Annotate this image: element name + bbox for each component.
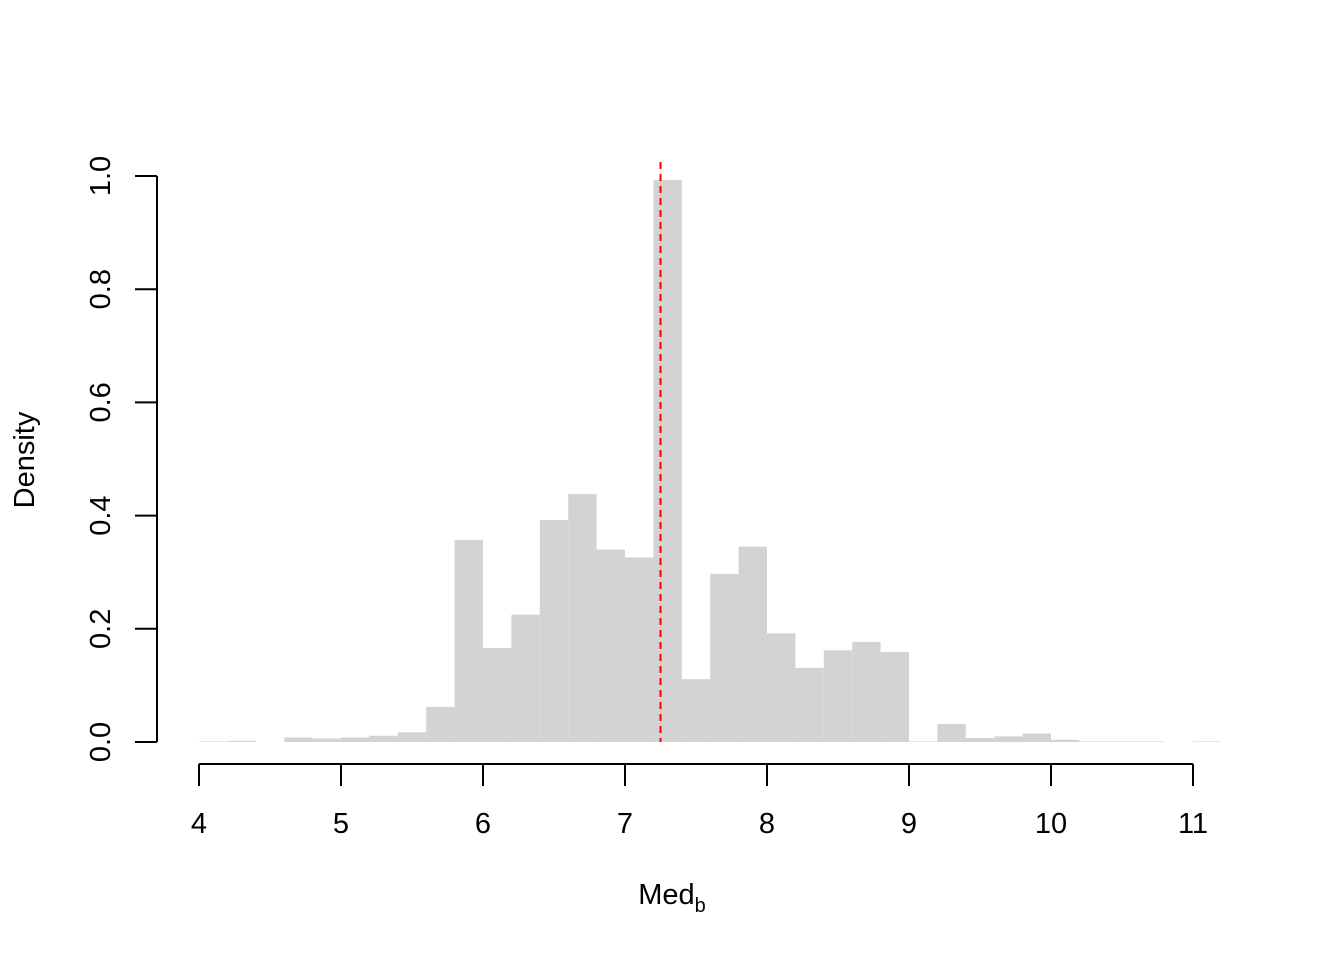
histogram-bar bbox=[994, 736, 1023, 742]
histogram-bar bbox=[625, 557, 654, 742]
histogram-bar bbox=[227, 740, 256, 742]
histogram-bar bbox=[1193, 741, 1222, 742]
y-tick-label: 0.0 bbox=[85, 722, 117, 762]
histogram-bars bbox=[199, 179, 1222, 742]
histogram-bar bbox=[454, 539, 483, 742]
y-tick-label: 0.4 bbox=[85, 495, 117, 535]
histogram-bar bbox=[312, 738, 341, 742]
y-tick-label: 0.2 bbox=[85, 609, 117, 649]
x-tick-label: 9 bbox=[901, 808, 917, 840]
histogram-bar bbox=[511, 614, 540, 742]
y-tick-label: 1.0 bbox=[85, 156, 117, 196]
histogram-bar bbox=[965, 738, 995, 742]
histogram-bar bbox=[880, 652, 909, 742]
histogram-bar bbox=[1107, 741, 1137, 742]
x-axis-title-main: Med bbox=[638, 879, 694, 911]
histogram-bar bbox=[710, 573, 739, 742]
histogram-bar bbox=[483, 648, 512, 742]
y-tick-label: 0.6 bbox=[85, 382, 117, 422]
histogram-bar bbox=[596, 549, 625, 742]
histogram-bar bbox=[738, 546, 767, 742]
histogram-bar bbox=[369, 735, 398, 742]
histogram-bar bbox=[1051, 739, 1080, 742]
histogram-bar bbox=[1022, 733, 1051, 742]
y-axis: 0.0 0.2 0.4 0.6 0.8 1.0 bbox=[85, 156, 158, 762]
histogram-bar bbox=[681, 679, 711, 742]
histogram-bar bbox=[909, 741, 938, 742]
histogram-bar bbox=[1079, 741, 1108, 742]
histogram-bar bbox=[1136, 741, 1165, 742]
x-tick-label: 6 bbox=[475, 808, 491, 840]
histogram-bar bbox=[767, 633, 796, 742]
histogram-bar bbox=[199, 741, 228, 742]
histogram-bar bbox=[653, 179, 682, 742]
x-tick-label: 7 bbox=[617, 808, 633, 840]
histogram-bar bbox=[341, 737, 370, 742]
histogram-bar bbox=[852, 641, 881, 742]
x-axis-title: Medb bbox=[638, 879, 706, 917]
histogram-bar bbox=[397, 732, 427, 742]
histogram-bar bbox=[795, 667, 824, 742]
x-tick-label: 11 bbox=[1178, 808, 1208, 840]
histogram-bar bbox=[539, 520, 569, 742]
x-tick-label: 4 bbox=[191, 808, 207, 840]
histogram-bar bbox=[284, 737, 313, 742]
histogram-bar bbox=[426, 706, 455, 742]
y-tick-label: 0.8 bbox=[85, 269, 117, 309]
x-tick-label: 10 bbox=[1035, 808, 1067, 840]
histogram-bar bbox=[823, 650, 853, 742]
x-axis: 4 5 6 7 8 9 10 11 bbox=[191, 763, 1208, 840]
histogram-bar bbox=[937, 723, 966, 742]
y-axis-title: Density bbox=[9, 411, 41, 508]
x-tick-label: 8 bbox=[759, 808, 775, 840]
x-axis-title-subscript: b bbox=[695, 895, 706, 917]
x-tick-label: 5 bbox=[333, 808, 349, 840]
histogram-bar bbox=[568, 494, 597, 742]
